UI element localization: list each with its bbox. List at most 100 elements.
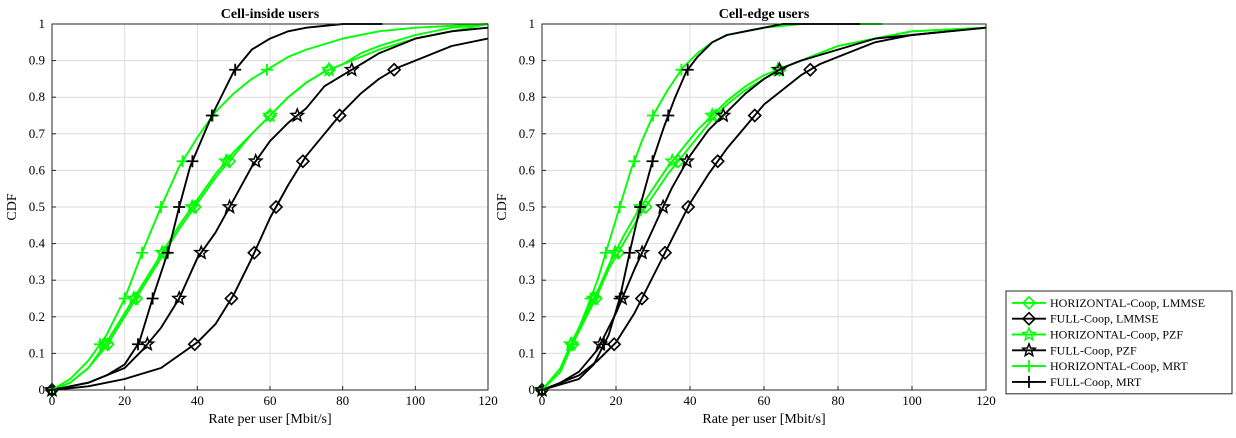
y-tick-label: 0.7	[519, 126, 536, 141]
series-marker	[187, 337, 202, 352]
series-marker	[647, 109, 659, 122]
series-marker	[184, 198, 201, 215]
legend-marker	[1023, 375, 1035, 388]
x-tick-label: 100	[406, 393, 426, 408]
series-marker	[614, 289, 631, 306]
y-tick-label: 1	[39, 16, 46, 31]
series-marker	[715, 106, 732, 123]
y-tick-label: 0.4	[519, 236, 536, 251]
x-axis-label: Rate per user [Mbit/s]	[702, 412, 825, 427]
legend-label: FULL-Coop, PZF	[1050, 343, 1137, 357]
series-marker	[654, 198, 672, 214]
y-tick-label: 0.5	[29, 199, 45, 214]
legend-box	[1005, 290, 1233, 395]
legend-marker	[1023, 360, 1035, 373]
x-tick-label: 40	[191, 393, 204, 408]
series-marker	[387, 62, 402, 77]
series-marker	[136, 246, 149, 259]
series-marker	[710, 154, 725, 169]
y-tick-label: 0.9	[519, 53, 535, 68]
x-tick-label: 0	[539, 393, 546, 408]
series-marker	[747, 108, 762, 123]
legend-entry: FULL-Coop, MRT	[1012, 375, 1142, 389]
series-marker	[260, 63, 273, 76]
y-tick-label: 0.1	[519, 345, 535, 360]
series-marker	[623, 246, 636, 259]
y-tick-label: 0.2	[29, 309, 45, 324]
series-marker	[613, 292, 626, 305]
chart-panel-2: 0 20 40 60 80 100 120 0 0.1 0.2 0.3 0.4 0.5 0.6 0.7 0.8…	[495, 7, 996, 427]
legend-label: HORIZONTAL-Coop, MRT	[1050, 359, 1188, 373]
y-axis-label: CDF	[5, 193, 20, 220]
x-tick-label: 80	[832, 393, 845, 408]
legend-marker	[1020, 325, 1038, 342]
y-tick-label: 0.6	[519, 162, 536, 177]
series-marker	[628, 155, 641, 168]
series-marker	[247, 245, 262, 260]
y-tick-label: 0.8	[29, 89, 45, 104]
x-tick-label: 20	[118, 393, 131, 408]
series-marker	[217, 152, 235, 169]
series-marker	[186, 155, 199, 168]
series-marker	[634, 201, 647, 213]
series-marker	[161, 246, 174, 259]
series-line	[51, 23, 489, 391]
series-marker	[633, 244, 651, 260]
x-tick-label: 60	[758, 393, 771, 408]
series-marker	[646, 155, 659, 168]
series-marker	[171, 289, 188, 306]
series-marker	[771, 61, 788, 77]
legend-label: HORIZONTAL-Coop, PZF	[1050, 328, 1183, 342]
series-marker	[289, 106, 306, 123]
series-marker	[597, 338, 610, 351]
series-marker	[125, 289, 142, 306]
legend-marker	[1021, 311, 1037, 326]
series-line	[51, 23, 489, 391]
series-marker	[607, 337, 622, 352]
series-marker	[599, 246, 612, 259]
series-marker	[118, 292, 131, 305]
series-marker	[131, 338, 144, 351]
series-marker	[343, 61, 360, 77]
series-marker	[634, 291, 650, 306]
series-marker	[268, 199, 284, 215]
series-marker	[681, 63, 694, 76]
x-tick-label: 120	[478, 393, 498, 408]
series-marker	[657, 245, 673, 260]
x-tick-label: 120	[976, 393, 996, 408]
legend-label: FULL-Coop, MRT	[1050, 375, 1142, 389]
series-marker	[139, 335, 156, 352]
legend-label: HORIZONTAL-Coop, LMMSE	[1050, 296, 1205, 310]
y-tick-label: 1	[529, 16, 536, 31]
series-marker	[662, 109, 675, 122]
legend: HORIZONTAL-Coop, LMMSE FULL-Coop, LMMSE HO…	[1005, 290, 1233, 395]
series-marker	[566, 338, 579, 351]
series-marker	[332, 108, 347, 123]
legend-entry: HORIZONTAL-Coop, PZF	[1012, 325, 1183, 342]
series-line	[51, 26, 489, 391]
y-tick-label: 0.5	[519, 199, 535, 214]
series-marker	[94, 338, 107, 351]
y-tick-label: 0.3	[29, 272, 45, 287]
legend-entry: HORIZONTAL-Coop, LMMSE	[1012, 295, 1205, 311]
y-tick-label: 0.1	[29, 345, 45, 360]
x-tick-label: 60	[264, 393, 277, 408]
y-tick-label: 0.4	[29, 236, 46, 251]
y-tick-label: 0	[39, 382, 46, 397]
legend-label: FULL-Coop, LMMSE	[1050, 312, 1159, 326]
series-marker	[146, 292, 159, 305]
legend-marker	[1020, 341, 1038, 358]
series-marker	[192, 244, 210, 260]
chart-title: Cell-inside users	[221, 7, 320, 22]
series-line	[541, 26, 987, 391]
series-marker	[664, 152, 681, 169]
legend-entry: FULL-Coop, PZF	[1012, 341, 1137, 358]
series-line	[51, 23, 489, 391]
series-marker	[613, 201, 626, 213]
x-tick-label: 20	[610, 393, 623, 408]
chart-title: Cell-edge users	[719, 7, 810, 22]
y-tick-label: 0.7	[29, 126, 46, 141]
y-tick-label: 0.2	[519, 309, 535, 324]
series-marker	[606, 244, 624, 260]
